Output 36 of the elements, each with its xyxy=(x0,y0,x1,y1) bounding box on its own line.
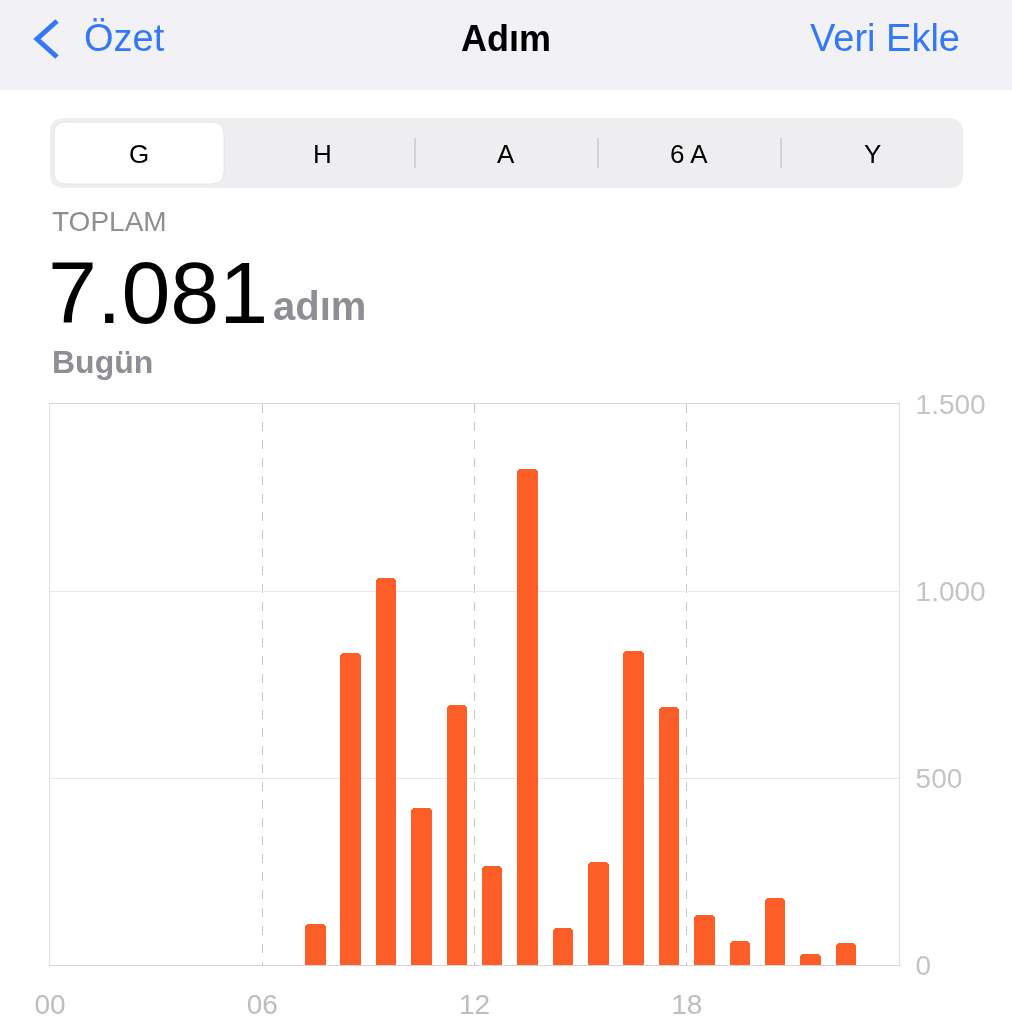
bar xyxy=(694,915,715,965)
bar xyxy=(730,941,750,965)
text: Y xyxy=(864,139,882,169)
text: TOPLAM xyxy=(52,206,167,237)
x-tick-label: 06 xyxy=(246,988,278,1020)
text: 6 A xyxy=(670,139,709,169)
bar xyxy=(765,898,785,965)
x-tick-label: 12 xyxy=(458,988,491,1020)
bar xyxy=(553,928,573,965)
bar xyxy=(447,705,467,965)
text: Veri Ekle xyxy=(810,17,960,59)
bar xyxy=(482,866,502,965)
bar xyxy=(800,954,821,965)
text: G xyxy=(129,139,150,169)
text: A xyxy=(497,139,515,169)
text: adım xyxy=(273,284,367,328)
bar xyxy=(517,469,538,965)
bar xyxy=(588,862,609,965)
bar xyxy=(623,651,644,965)
bar xyxy=(411,808,432,965)
bar xyxy=(659,707,679,965)
chart-title: Adım xyxy=(461,17,551,59)
bar xyxy=(340,653,361,965)
y-tick-label: 1.500 xyxy=(915,388,986,420)
y-tick-label: 500 xyxy=(915,762,963,794)
bar xyxy=(305,924,326,965)
text: Özet xyxy=(84,17,165,59)
bar xyxy=(836,943,856,965)
y-tick-label: 1.000 xyxy=(915,575,986,607)
text: Bugün xyxy=(52,344,154,380)
y-tick-label: 0 xyxy=(915,949,932,981)
bar xyxy=(376,578,396,965)
x-tick-label: 00 xyxy=(34,988,66,1020)
text: 7.081 xyxy=(48,243,269,342)
text: H xyxy=(313,139,332,169)
x-tick-label: 18 xyxy=(671,988,703,1020)
